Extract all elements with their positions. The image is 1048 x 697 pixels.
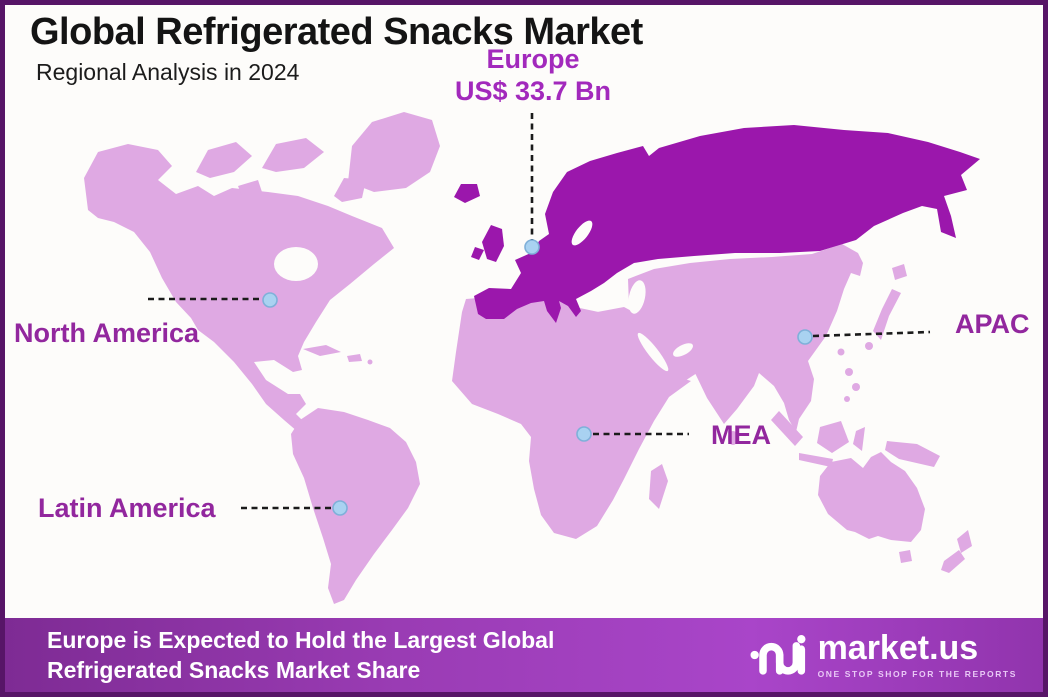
- caribbean-island: [367, 359, 373, 365]
- new-zealand-south-shape: [941, 550, 965, 573]
- black-sea: [595, 294, 625, 308]
- philippines-island: [845, 368, 853, 376]
- sumatra-shape: [771, 411, 803, 446]
- label-apac: APAC: [955, 309, 1030, 339]
- caspian-sea: [628, 280, 646, 314]
- marker-latin-america: [332, 500, 348, 516]
- region-europe-russia-shape: [474, 125, 980, 323]
- footer-headline-line1: Europe is Expected to Hold the Largest G…: [47, 626, 555, 653]
- region-australia-shape: [818, 452, 925, 542]
- footer-banner: Europe is Expected to Hold the Largest G…: [5, 618, 1043, 692]
- label-latin-america: Latin America: [38, 493, 216, 523]
- label-europe-value: US$ 33.7 Bn: [454, 75, 612, 106]
- arctic-island: [238, 180, 262, 196]
- footer-headline-line2: Refrigerated Snacks Market Share: [47, 657, 421, 683]
- label-north-america: North America: [14, 318, 200, 348]
- sri-lanka-shape: [728, 431, 738, 445]
- marketus-m-icon: [750, 635, 806, 675]
- brand-tagline: ONE STOP SHOP FOR THE REPORTS: [817, 669, 1017, 679]
- uk-shape: [482, 225, 504, 262]
- japan-kyushu-shape: [865, 342, 873, 350]
- turkey-shape: [592, 307, 641, 325]
- philippines-island: [852, 383, 860, 391]
- region-asia-shape: [628, 244, 863, 432]
- iceland-shape: [454, 184, 480, 203]
- leader-line-apac: [812, 330, 931, 338]
- tasmania-shape: [899, 550, 912, 563]
- japan-hokkaido-shape: [892, 264, 907, 280]
- region-north-america-shape: [84, 144, 394, 432]
- region-south-america-shape: [291, 408, 420, 604]
- footer-headline: Europe is Expected to Hold the Largest G…: [5, 625, 554, 686]
- page-subtitle: Regional Analysis in 2024: [36, 58, 300, 85]
- marker-europe: [524, 239, 540, 255]
- persian-gulf: [673, 343, 693, 357]
- taiwan-shape: [837, 348, 845, 356]
- java-shape: [799, 453, 833, 467]
- japan-honshu-shape: [873, 289, 901, 340]
- greenland-shape: [348, 112, 440, 192]
- new-zealand-north-shape: [957, 530, 972, 553]
- baltic-sea: [571, 220, 593, 246]
- marker-north-america: [262, 292, 278, 308]
- arctic-island: [262, 138, 324, 172]
- borneo-shape: [817, 421, 849, 453]
- madagascar-shape: [649, 464, 668, 509]
- hispaniola-shape: [347, 354, 362, 362]
- arctic-island: [196, 142, 252, 178]
- region-africa-shape: [452, 294, 691, 539]
- marketus-logo: market.us ONE STOP SHOP FOR THE REPORTS: [748, 628, 1043, 682]
- marker-mea: [576, 426, 592, 442]
- page-title: Global Refrigerated Snacks Market: [30, 11, 643, 53]
- philippines-island: [844, 396, 850, 402]
- cuba-shape: [303, 345, 341, 356]
- hudson-bay: [274, 247, 318, 281]
- red-sea: [637, 332, 669, 372]
- new-guinea-shape: [885, 441, 940, 467]
- label-mea: MEA: [711, 420, 771, 450]
- brand-name: market.us: [817, 629, 979, 667]
- ireland-shape: [471, 247, 484, 260]
- marker-apac: [797, 329, 813, 345]
- sulawesi-shape: [853, 427, 865, 451]
- label-europe: Europe US$ 33.7 Bn: [433, 44, 633, 108]
- label-europe-name: Europe: [486, 44, 580, 74]
- header: Global Refrigerated Snacks Market Region…: [30, 11, 643, 85]
- marketus-wordmark: market.us ONE STOP SHOP FOR THE REPORTS: [818, 631, 1017, 679]
